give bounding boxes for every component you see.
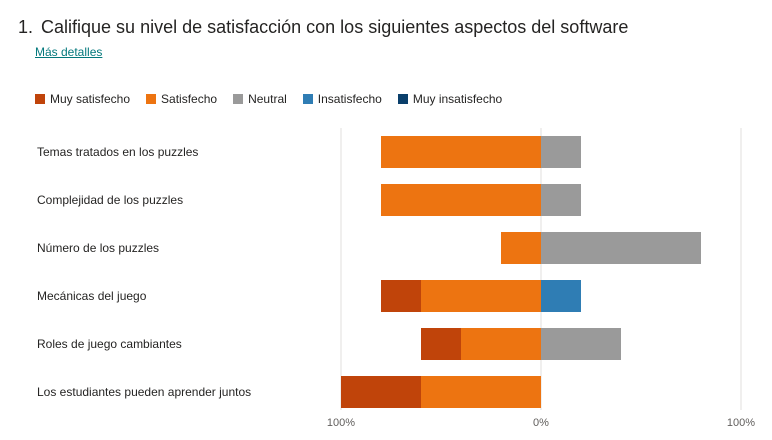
legend-label: Neutral: [248, 92, 287, 106]
bar-segment: [381, 280, 421, 312]
category-label: Complejidad de los puzzles: [37, 193, 183, 207]
more-details-link[interactable]: Más detalles: [35, 45, 103, 59]
legend-swatch: [146, 94, 157, 104]
legend-label: Satisfecho: [161, 92, 218, 106]
legend-swatch: [302, 94, 313, 104]
bar-segment: [421, 280, 541, 312]
question-text: Califique su nivel de satisfacción con l…: [41, 17, 629, 37]
bar-segment: [381, 136, 541, 168]
x-tick-label: 100%: [727, 417, 755, 429]
bar-segment: [341, 376, 421, 408]
legend-item: Neutral: [233, 92, 287, 106]
x-tick-label: 100%: [327, 417, 355, 429]
chart-legend: Muy satisfecho Satisfecho Neutral Insatisfe…: [35, 92, 502, 106]
bar-segment: [541, 280, 581, 312]
x-tick-label: 0%: [533, 417, 549, 429]
bar-segment: [421, 376, 541, 408]
question-title: 1. Califique su nivel de satisfacción con…: [18, 14, 628, 40]
legend-swatch: [233, 94, 244, 104]
legend-swatch: [397, 94, 408, 104]
category-label: Roles de juego cambiantes: [37, 337, 182, 351]
bar-segment: [541, 184, 581, 216]
legend-label: Insatisfecho: [317, 92, 382, 106]
question-number: 1.: [18, 17, 34, 37]
category-label: Mecánicas del juego: [37, 289, 147, 303]
bar-segment: [541, 136, 581, 168]
legend-swatch: [35, 94, 45, 104]
category-label: Temas tratados en los puzzles: [37, 145, 198, 159]
bar-segment: [541, 328, 621, 360]
bar-segment: [541, 232, 701, 264]
legend-label: Muy satisfecho: [50, 92, 131, 106]
bar-segment: [461, 328, 541, 360]
category-label: Número de los puzzles: [37, 241, 159, 255]
legend-item: Satisfecho: [146, 92, 217, 106]
bar-segment: [501, 232, 541, 264]
bar-segment: [381, 184, 541, 216]
legend-item: Insatisfecho: [302, 92, 382, 106]
legend-label: Muy insatisfecho: [412, 92, 503, 106]
bar-segment: [421, 328, 461, 360]
legend-item: Muy satisfecho: [35, 92, 130, 106]
legend-item: Muy insatisfecho: [397, 92, 503, 106]
category-label: Los estudiantes pueden aprender juntos: [37, 385, 251, 399]
